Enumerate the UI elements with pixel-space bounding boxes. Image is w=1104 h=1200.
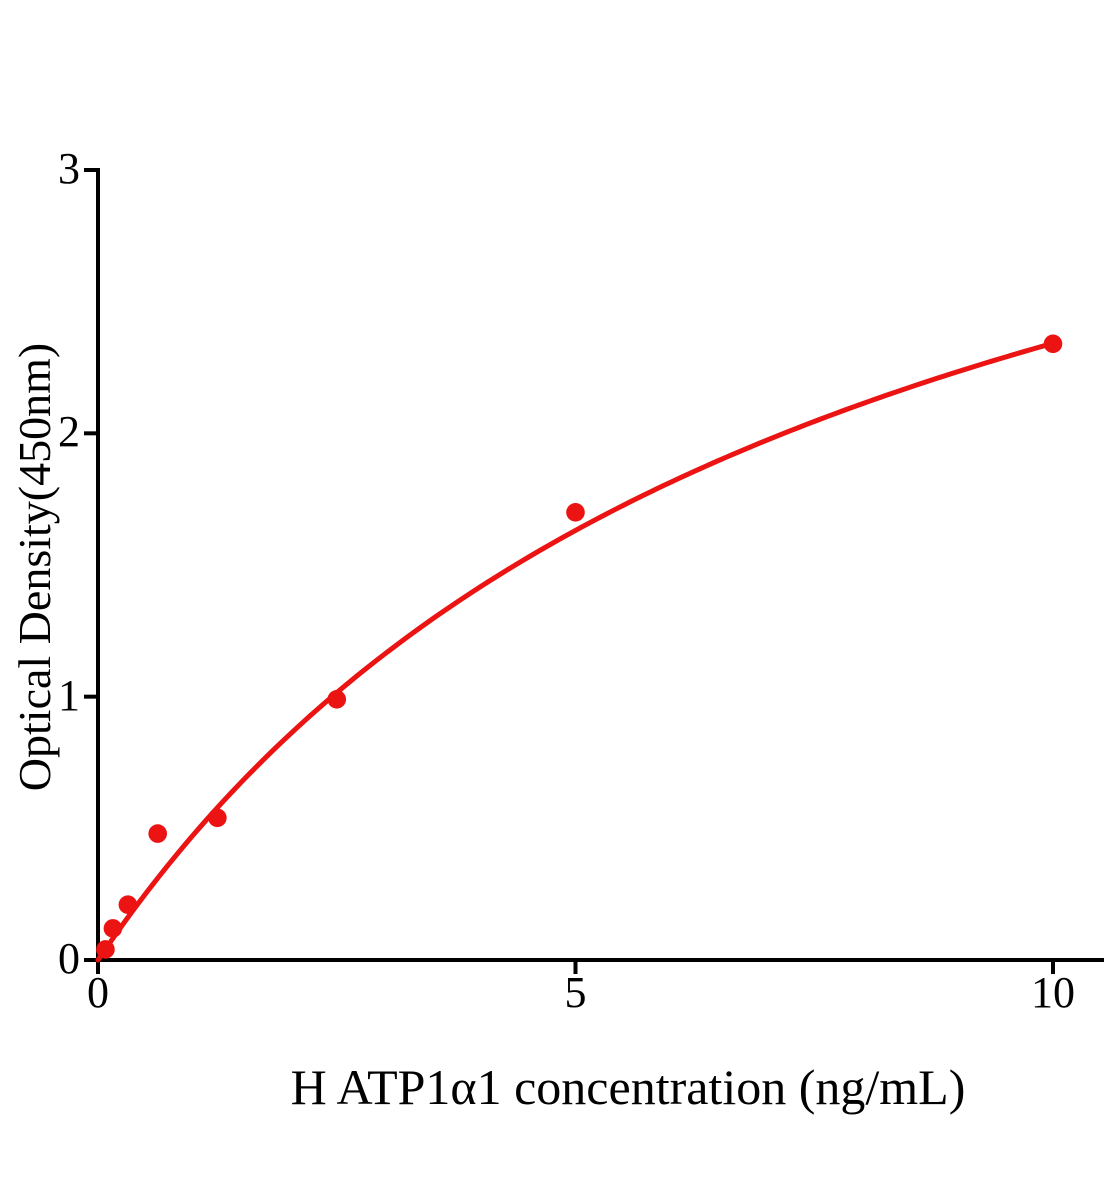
data-point — [327, 690, 347, 709]
x-tick-label-10: 10 — [1031, 968, 1075, 1017]
x-tick-label-0: 0 — [87, 968, 109, 1017]
y-tick-label-0: 0 — [58, 934, 80, 984]
fit-curve — [95, 340, 1056, 963]
data-point — [103, 919, 123, 938]
data-point — [148, 824, 167, 843]
x-axis-title: H ATP1α1 concentration (ng/mL) — [290, 1059, 966, 1115]
data-point — [96, 940, 115, 959]
y-tick-label-1: 1 — [58, 670, 80, 720]
data-point — [1043, 334, 1063, 354]
x-tick-label-5: 5 — [564, 968, 587, 1017]
y-tick-label-2: 2 — [58, 407, 80, 457]
y-tick-label-3: 3 — [58, 144, 80, 194]
data-point — [208, 808, 227, 828]
data-point — [566, 503, 585, 522]
data-point — [118, 895, 138, 915]
